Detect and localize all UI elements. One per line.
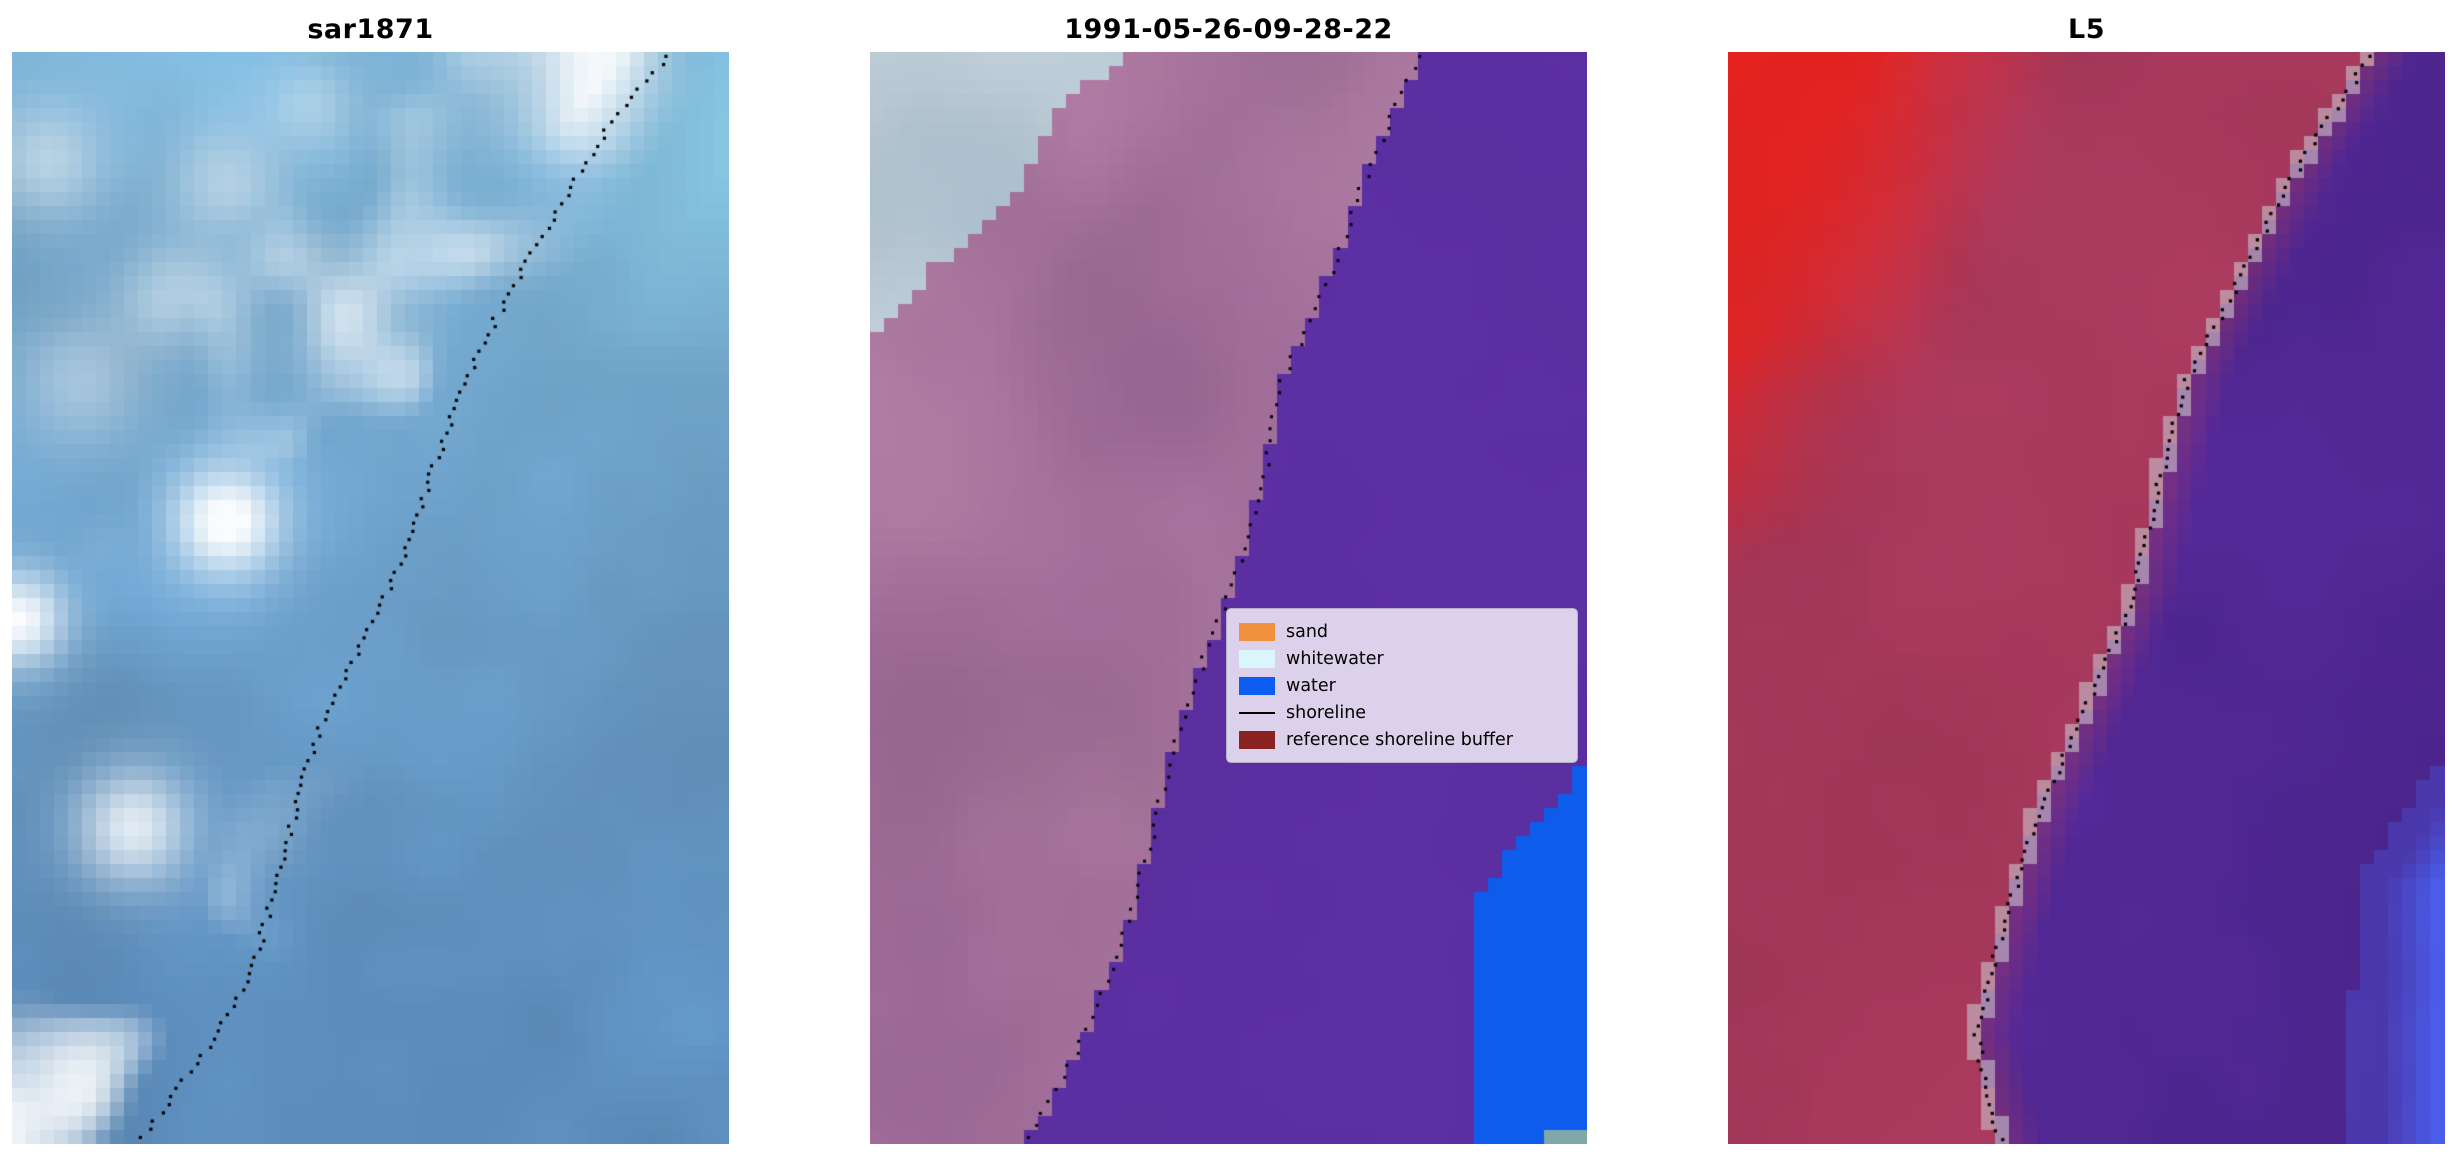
legend-label-sand: sand bbox=[1286, 621, 1329, 642]
legend-label-shoreline: shoreline bbox=[1286, 702, 1367, 723]
l5-image-wrap bbox=[1728, 52, 2445, 1144]
legend-item-water: water bbox=[1239, 672, 1565, 699]
shoreline-line-icon bbox=[1239, 711, 1275, 714]
whitewater-swatch-icon bbox=[1239, 649, 1275, 668]
classified-image bbox=[870, 52, 1587, 1144]
legend-item-shoreline: shoreline bbox=[1239, 699, 1565, 726]
sar-image-wrap bbox=[12, 52, 729, 1144]
legend-label-water: water bbox=[1286, 675, 1336, 696]
legend-item-whitewater: whitewater bbox=[1239, 645, 1565, 672]
sand-swatch-icon bbox=[1239, 622, 1275, 641]
legend-label-reference-buffer: reference shoreline buffer bbox=[1286, 729, 1513, 750]
reference-buffer-swatch-icon bbox=[1239, 730, 1275, 749]
l5-image bbox=[1728, 52, 2445, 1144]
water-swatch-icon bbox=[1239, 676, 1275, 695]
sar-image bbox=[12, 52, 729, 1144]
legend-item-sand: sand bbox=[1239, 618, 1565, 645]
legend-item-reference-buffer: reference shoreline buffer bbox=[1239, 726, 1565, 753]
panel-l5: L5 bbox=[1728, 6, 2445, 1144]
panel-title-sar: sar1871 bbox=[307, 13, 434, 45]
panel-classified: 1991-05-26-09-28-22 sand whitewater wate… bbox=[870, 6, 1587, 1144]
legend: sand whitewater water shoreline referenc… bbox=[1226, 608, 1578, 763]
panel-sar: sar1871 bbox=[12, 6, 729, 1144]
panel-title-classified: 1991-05-26-09-28-22 bbox=[1064, 13, 1393, 45]
legend-label-whitewater: whitewater bbox=[1286, 648, 1384, 669]
classified-image-wrap: sand whitewater water shoreline referenc… bbox=[870, 52, 1587, 1144]
panel-title-l5: L5 bbox=[2068, 13, 2105, 45]
